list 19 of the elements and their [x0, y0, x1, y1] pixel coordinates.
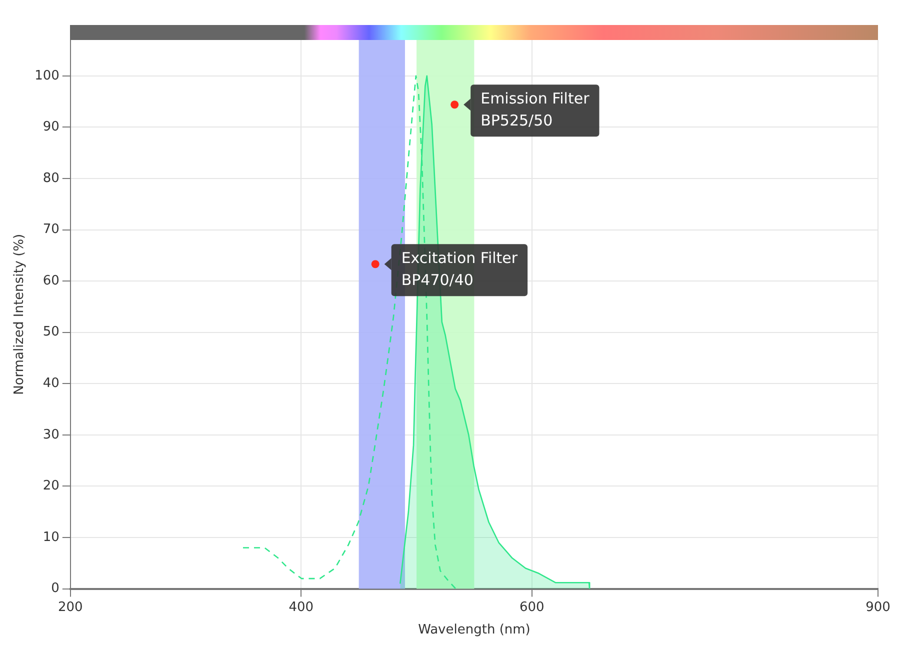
- x-axis-title: Wavelength (nm): [418, 622, 530, 638]
- annotation: Excitation Filter BP470/40: [401, 249, 518, 290]
- y-tick-label: 0: [51, 581, 60, 596]
- y-axis-title: Normalized Intensity (%): [12, 234, 28, 395]
- x-tick-label: 600: [519, 600, 544, 615]
- annotation: Emission Filter BP525/50: [480, 90, 590, 130]
- y-tick-label: 10: [42, 530, 60, 545]
- y-tick-label: 50: [42, 324, 60, 340]
- y-tick-label: 40: [42, 376, 60, 392]
- x-tick-label: 400: [288, 600, 314, 615]
- y-tick-label: 20: [42, 478, 60, 494]
- y-tick-label: 70: [42, 222, 60, 238]
- y-tick-label: 100: [34, 68, 60, 84]
- x-tick-label: 900: [866, 600, 890, 615]
- y-tick-label: 90: [42, 120, 60, 135]
- y-tick-label: 30: [42, 427, 60, 442]
- y-tick-label: 60: [42, 273, 60, 288]
- y-tick-label: 80: [42, 170, 60, 186]
- x-tick-label: 200: [58, 600, 83, 615]
